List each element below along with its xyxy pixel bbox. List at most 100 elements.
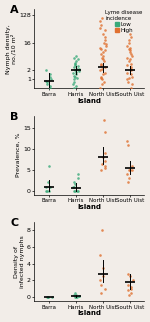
- Point: [102, 274, 104, 279]
- Point: [100, 55, 103, 61]
- Point: [103, 48, 106, 53]
- X-axis label: Island: Island: [77, 310, 101, 317]
- Point: [100, 167, 102, 172]
- Point: [74, 60, 76, 65]
- Y-axis label: Nymph density,
no./10 m²: Nymph density, no./10 m²: [6, 24, 17, 74]
- Point: [47, 295, 49, 300]
- Point: [100, 290, 102, 296]
- Point: [74, 68, 76, 73]
- Point: [73, 184, 75, 189]
- Point: [103, 41, 106, 46]
- Point: [102, 57, 104, 62]
- Y-axis label: Density of
infected nymphs: Density of infected nymphs: [14, 235, 25, 288]
- Point: [128, 75, 131, 80]
- Point: [45, 188, 48, 193]
- Point: [77, 293, 80, 298]
- Point: [75, 53, 77, 58]
- Point: [126, 138, 129, 143]
- Point: [104, 37, 107, 42]
- Point: [126, 71, 129, 76]
- Point: [130, 51, 132, 56]
- Text: C: C: [10, 218, 18, 228]
- Point: [45, 68, 47, 73]
- Point: [50, 93, 52, 98]
- Point: [75, 75, 78, 80]
- Point: [127, 282, 129, 287]
- Point: [126, 44, 128, 49]
- Point: [73, 77, 75, 82]
- Legend: Low, High: Low, High: [105, 10, 143, 33]
- Point: [103, 163, 106, 168]
- Point: [47, 93, 50, 98]
- Point: [131, 278, 134, 283]
- Point: [129, 285, 132, 290]
- Y-axis label: Prevalence, %: Prevalence, %: [16, 133, 21, 177]
- Point: [100, 23, 102, 28]
- Point: [130, 34, 132, 39]
- Point: [75, 295, 77, 300]
- Point: [127, 80, 129, 85]
- Point: [99, 68, 101, 73]
- Point: [104, 65, 106, 70]
- Point: [77, 68, 80, 73]
- Point: [131, 163, 133, 168]
- Point: [103, 71, 106, 76]
- Point: [130, 66, 132, 71]
- Point: [130, 61, 132, 66]
- Point: [76, 188, 79, 193]
- Point: [103, 151, 106, 156]
- Point: [74, 58, 77, 63]
- Point: [76, 63, 79, 68]
- Point: [77, 188, 80, 193]
- Point: [99, 25, 102, 30]
- Point: [45, 78, 48, 83]
- Point: [127, 41, 130, 46]
- Point: [104, 28, 106, 33]
- Point: [100, 228, 103, 233]
- Point: [129, 45, 131, 50]
- Point: [130, 290, 132, 296]
- Point: [73, 180, 75, 185]
- Point: [128, 58, 130, 63]
- Point: [47, 180, 49, 185]
- Point: [48, 163, 50, 168]
- Point: [100, 62, 103, 67]
- Point: [72, 184, 75, 189]
- Point: [104, 165, 106, 170]
- Point: [129, 167, 131, 172]
- Point: [128, 37, 130, 42]
- Point: [46, 81, 48, 87]
- Point: [104, 42, 107, 47]
- Point: [104, 130, 106, 135]
- Point: [128, 46, 130, 52]
- Point: [74, 182, 76, 187]
- Point: [49, 71, 51, 77]
- Point: [45, 184, 47, 189]
- Point: [103, 80, 105, 85]
- Point: [99, 51, 102, 56]
- Point: [74, 290, 76, 296]
- Point: [73, 86, 75, 91]
- Point: [75, 83, 78, 89]
- Point: [49, 86, 52, 91]
- Point: [100, 282, 103, 287]
- Point: [48, 74, 51, 80]
- Point: [127, 288, 129, 293]
- Point: [99, 19, 101, 24]
- Point: [128, 48, 131, 53]
- Point: [104, 286, 106, 291]
- Point: [130, 68, 132, 73]
- Point: [76, 295, 78, 300]
- Point: [72, 81, 74, 87]
- Point: [48, 83, 51, 89]
- Text: A: A: [10, 5, 19, 15]
- Point: [126, 77, 128, 82]
- Point: [51, 98, 53, 103]
- Point: [75, 71, 77, 77]
- Point: [127, 142, 129, 147]
- Point: [126, 62, 128, 67]
- X-axis label: Island: Island: [77, 98, 101, 104]
- Point: [74, 69, 77, 74]
- Point: [73, 65, 75, 70]
- Point: [50, 295, 53, 300]
